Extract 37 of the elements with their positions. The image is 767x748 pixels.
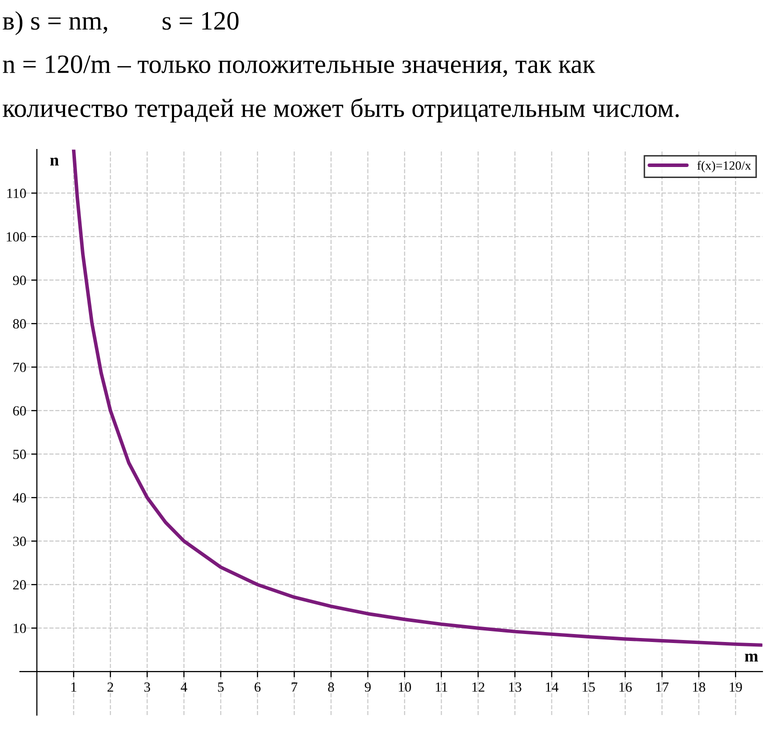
x-tick-label: 4 [180, 682, 188, 692]
x-tick-label: 1 [71, 682, 76, 692]
x-tick-label: 3 [144, 682, 150, 692]
line-series [72, 150, 762, 647]
x-tick-label: 5 [218, 682, 224, 692]
x-tick-label: 10 [398, 682, 412, 692]
x-tick-label: 6 [254, 682, 261, 692]
y-tick-label: 60 [13, 406, 26, 416]
y-tick-label: 90 [13, 276, 26, 286]
y-tick-label: 30 [13, 536, 26, 546]
text: в) s = nm, s = 120 [2, 11, 239, 36]
x-tick-label: 11 [436, 682, 448, 692]
x-tick-label: 16 [620, 682, 632, 692]
x-tick-label: 14 [546, 682, 558, 692]
x-tick-label: 2 [108, 682, 114, 692]
x-tick-label: 18 [693, 682, 706, 692]
x-tick-label: 9 [364, 682, 371, 692]
x-tick-label: 15 [582, 682, 595, 692]
x-tick-label: 7 [292, 682, 298, 692]
y-tick-label: 20 [13, 580, 26, 590]
x-tick-label: 8 [328, 682, 334, 692]
x-axis-title: m [744, 654, 758, 662]
y-tick-label: 100 [6, 232, 26, 242]
y-tick-label: 70 [13, 362, 26, 372]
x-tick-label: 19 [730, 682, 742, 692]
legend-label: f(x)=120/x [697, 160, 751, 172]
y-tick-label: 40 [12, 493, 26, 503]
x-tick-label: 17 [656, 682, 669, 692]
x-tick-label: 12 [472, 682, 484, 692]
y-tick-label: 10 [14, 624, 26, 634]
y-tick-label: 50 [13, 450, 26, 460]
text: n = 120/m – только положительные значения, так как [2, 55, 596, 77]
y-tick-label: 110 [7, 188, 26, 198]
y-axis-title: n [50, 158, 59, 166]
x-tick-label: 13 [509, 682, 522, 692]
text: количество тетрадей не может быть отрицательным числом. [2, 98, 679, 122]
y-tick-label: 80 [13, 319, 26, 329]
